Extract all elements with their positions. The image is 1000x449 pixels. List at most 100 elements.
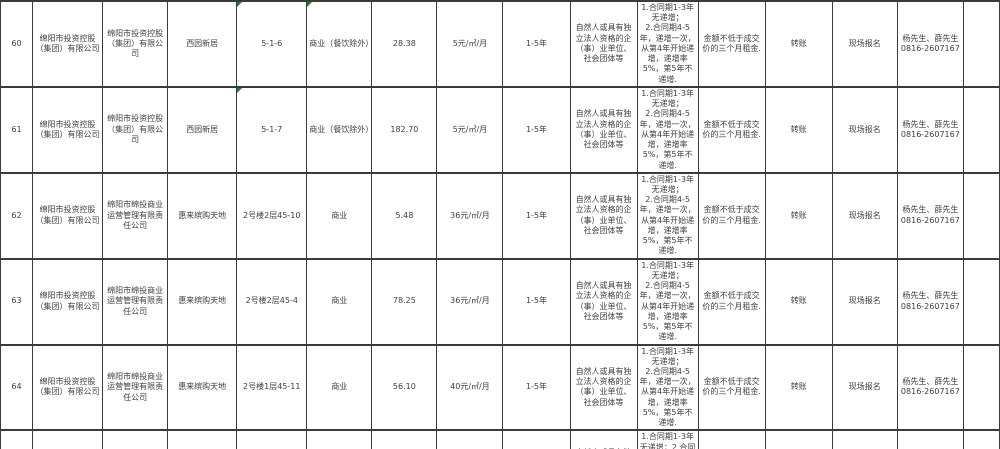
cell-project[interactable]: 惠来缤购天地 — [167, 343, 238, 432]
cell-use[interactable]: 商业 — [306, 257, 373, 346]
cell-payment[interactable]: 转账 — [764, 0, 833, 88]
cell-payment[interactable]: 转账 — [764, 85, 833, 174]
cell-operator[interactable]: 绵阳市绵投商业运营管理有限责任公司 — [102, 257, 169, 346]
cell-registration[interactable]: 现场报名 — [831, 171, 898, 260]
cell-payment[interactable]: 转账 — [764, 343, 833, 432]
cell-area[interactable]: 182.70 — [371, 85, 438, 174]
table-row: 64 绵阳市投资控股（集团）有限公司 绵阳市绵投商业运营管理有限责任公司 惠来缤购天地… — [0, 343, 1000, 432]
cell-deposit[interactable]: 金额不低于成交价的三个月租金. — [697, 343, 766, 432]
cell-registration[interactable]: 现场报名 — [831, 343, 898, 432]
cell-no[interactable]: 64 — [0, 343, 34, 432]
cell-operator[interactable]: 绵阳市绵投商业运营管理有限责任公司 — [102, 429, 169, 449]
cell-area[interactable]: 78.25 — [371, 257, 438, 346]
cell-unit[interactable]: 5-1-7 — [236, 85, 308, 174]
cell-price[interactable]: 36元/㎡/月 — [436, 171, 504, 260]
cell-area[interactable]: 56.10 — [371, 343, 438, 432]
cell-deposit[interactable]: 金额不低于成交价的三个月租金. — [697, 171, 766, 260]
cell-extra[interactable] — [962, 171, 1000, 260]
cell-increase[interactable]: 1.合同期1-3年无递增；2.合同期4-5年，递增一次，从第4年开始递增，递增率… — [636, 429, 699, 449]
cell-deposit[interactable]: 金额不低于成交价的三个月租金. — [697, 85, 766, 174]
cell-area[interactable]: 5.48 — [371, 171, 438, 260]
cell-extra[interactable] — [962, 429, 1000, 449]
cell-contact[interactable]: 杨先生、薛先生 0816-2607167 — [896, 0, 964, 88]
cell-term[interactable]: 1-5年 — [502, 0, 571, 88]
cell-operator[interactable]: 绵阳市绵投商业运营管理有限责任公司 — [102, 171, 169, 260]
cell-payment[interactable]: 转账 — [764, 257, 833, 346]
cell-price[interactable]: 5元/㎡/月 — [436, 0, 504, 88]
cell-price[interactable]: 36元/㎡/月 — [436, 257, 504, 346]
excel-error-triangle-icon — [307, 2, 313, 7]
cell-payment[interactable]: 转账 — [764, 429, 833, 449]
cell-operator[interactable]: 绵阳市投资控股（集团）有限公司 — [102, 0, 169, 88]
cell-term[interactable]: 1-5年 — [502, 257, 571, 346]
cell-operator[interactable]: 绵阳市投资控股（集团）有限公司 — [102, 85, 169, 174]
cell-use[interactable]: 商业 — [306, 429, 373, 449]
cell-price[interactable]: 40元/㎡/月 — [436, 343, 504, 432]
cell-deposit[interactable]: 金额不低于成交价的三个月租金. — [697, 257, 766, 346]
cell-project[interactable]: 西园新居 — [167, 85, 238, 174]
cell-qualification[interactable]: 自然人或具有独立法人资格的企（事）业单位、社会团体等 — [569, 343, 638, 432]
cell-price[interactable]: 47.5元/㎡/月 — [436, 429, 504, 449]
cell-project[interactable]: 西园新居 — [167, 0, 238, 88]
cell-use[interactable]: 商业 — [306, 171, 373, 260]
cell-unit[interactable]: 5-1-6 — [236, 0, 308, 88]
cell-area[interactable]: 52.39 — [371, 429, 438, 449]
cell-lessor[interactable]: 绵阳市投资控股（集团）有限公司 — [32, 171, 104, 260]
cell-qualification[interactable]: 自然人或具有独立法人资格的企（事）业单位、社会团体等 — [569, 257, 638, 346]
cell-extra[interactable] — [962, 0, 1000, 88]
cell-contact[interactable]: 杨先生、薛先生 0816-2607167 — [896, 85, 964, 174]
cell-use[interactable]: 商业（餐饮除外） — [306, 85, 373, 174]
cell-unit[interactable]: 2号楼2层45-4 — [236, 257, 308, 346]
cell-term[interactable]: 1-5年 — [502, 85, 571, 174]
cell-contact[interactable]: 杨先生、薛先生 0816-2607167 — [896, 257, 964, 346]
cell-contact[interactable]: 杨先生、薛先生 0816-2607167 — [896, 429, 964, 449]
cell-qualification[interactable]: 自然人或具有独立法人资格的企（事）业单位、社会团体等 — [569, 429, 638, 449]
cell-no[interactable]: 65 — [0, 429, 34, 449]
cell-qualification[interactable]: 自然人或具有独立法人资格的企（事）业单位、社会团体等 — [569, 0, 638, 88]
cell-no[interactable]: 62 — [0, 171, 34, 260]
cell-unit[interactable]: 2号楼2层45-7 — [236, 429, 308, 449]
cell-price[interactable]: 5元/㎡/月 — [436, 85, 504, 174]
cell-area[interactable]: 28.38 — [371, 0, 438, 88]
cell-qualification[interactable]: 自然人或具有独立法人资格的企（事）业单位、社会团体等 — [569, 85, 638, 174]
cell-qualification[interactable]: 自然人或具有独立法人资格的企（事）业单位、社会团体等 — [569, 171, 638, 260]
cell-unit[interactable]: 2号楼1层45-11 — [236, 343, 308, 432]
cell-term[interactable]: 1-5年 — [502, 429, 571, 449]
cell-contact[interactable]: 杨先生、薛先生 0816-2607167 — [896, 343, 964, 432]
cell-no[interactable]: 60 — [0, 0, 34, 88]
cell-increase[interactable]: 1.合同期1-3年无递增； 2.合同期4-5年，递增一次，从第4年开始递增，递增… — [636, 0, 699, 88]
cell-lessor[interactable]: 绵阳市投资控股（集团）有限公司 — [32, 257, 104, 346]
cell-registration[interactable]: 现场报名 — [831, 0, 898, 88]
cell-lessor[interactable]: 绵阳市投资控股（集团）有限公司 — [32, 343, 104, 432]
cell-increase[interactable]: 1.合同期1-3年无递增； 2.合同期4-5年，递增一次，从第4年开始递增，递增… — [636, 343, 699, 432]
cell-term[interactable]: 1-5年 — [502, 171, 571, 260]
cell-lessor[interactable]: 绵阳市投资控股（集团）有限公司 — [32, 429, 104, 449]
cell-registration[interactable]: 现场报名 — [831, 429, 898, 449]
cell-no[interactable]: 61 — [0, 85, 34, 174]
excel-error-triangle-icon — [237, 2, 243, 7]
cell-project[interactable]: 惠来缤购天地 — [167, 171, 238, 260]
cell-registration[interactable]: 现场报名 — [831, 85, 898, 174]
cell-contact[interactable]: 杨先生、薛先生 0816-2607167 — [896, 171, 964, 260]
cell-use[interactable]: 商业 — [306, 343, 373, 432]
cell-increase[interactable]: 1.合同期1-3年无递增； 2.合同期4-5年，递增一次，从第4年开始递增，递增… — [636, 171, 699, 260]
cell-increase[interactable]: 1.合同期1-3年无递增； 2.合同期4-5年，递增一次，从第4年开始递增，递增… — [636, 85, 699, 174]
cell-payment[interactable]: 转账 — [764, 171, 833, 260]
cell-project[interactable]: 惠来缤购天地 — [167, 429, 238, 449]
cell-lessor[interactable]: 绵阳市投资控股（集团）有限公司 — [32, 0, 104, 88]
cell-extra[interactable] — [962, 343, 1000, 432]
cell-increase[interactable]: 1.合同期1-3年无递增； 2.合同期4-5年，递增一次，从第4年开始递增，递增… — [636, 257, 699, 346]
cell-term[interactable]: 1-5年 — [502, 343, 571, 432]
cell-use[interactable]: 商业（餐饮除外） — [306, 0, 373, 88]
cell-extra[interactable] — [962, 85, 1000, 174]
cell-registration[interactable]: 现场报名 — [831, 257, 898, 346]
cell-lessor[interactable]: 绵阳市投资控股（集团）有限公司 — [32, 85, 104, 174]
cell-unit[interactable]: 2号楼2层45-10 — [236, 171, 308, 260]
cell-project[interactable]: 惠来缤购天地 — [167, 257, 238, 346]
cell-deposit[interactable]: 金额不低于成交价的三个月租金. — [697, 0, 766, 88]
cell-operator[interactable]: 绵阳市绵投商业运营管理有限责任公司 — [102, 343, 169, 432]
cell-no[interactable]: 63 — [0, 257, 34, 346]
cell-extra[interactable] — [962, 257, 1000, 346]
cell-deposit[interactable]: 金额不低于成交价的三个月租金. — [697, 429, 766, 449]
